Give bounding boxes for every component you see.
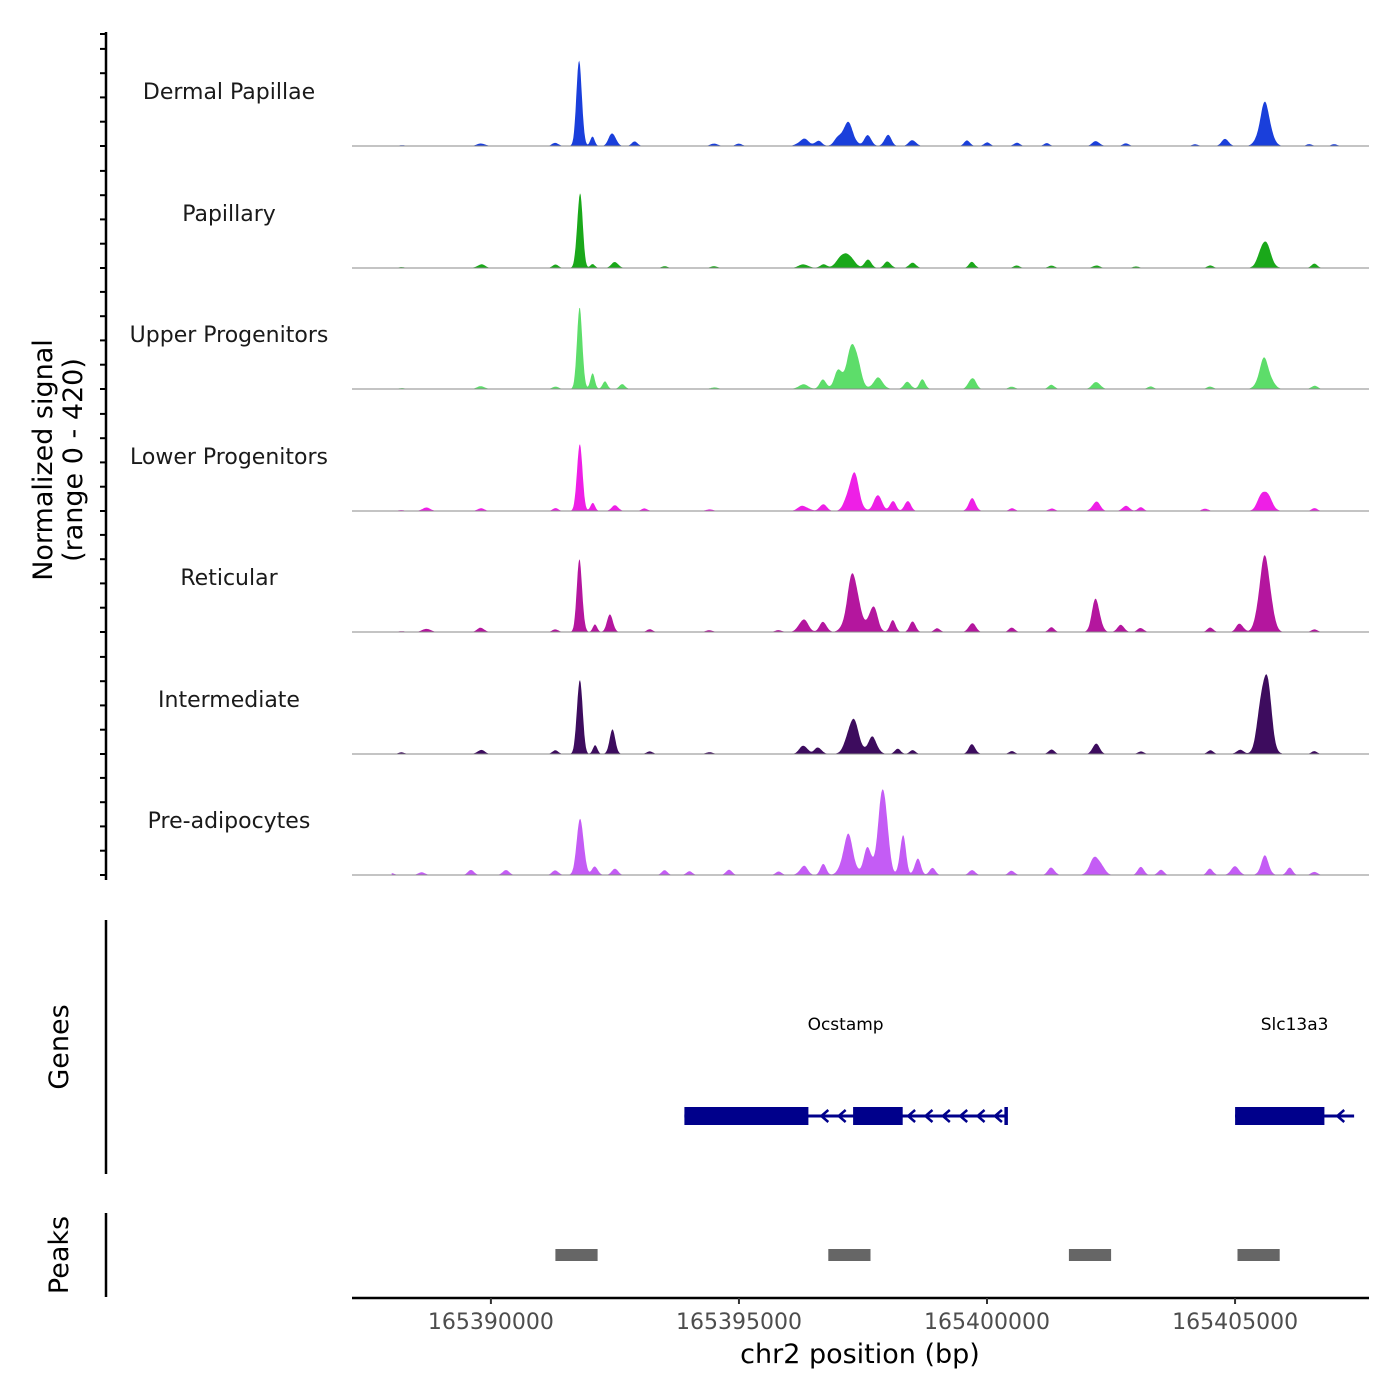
peak-region: [1237, 1249, 1280, 1261]
x-axis: 165390000 165395000 165400000 165405000: [352, 1296, 1369, 1335]
x-tick-label: 165405000: [1172, 1310, 1298, 1335]
strand-arrow: [836, 1109, 847, 1123]
x-tick-label: 165390000: [428, 1310, 554, 1335]
genes-panel: Genes Ocstamp Slc13a3: [44, 920, 1355, 1174]
track-intermediate: Intermediate: [158, 674, 1369, 755]
signal-area: [391, 60, 1355, 146]
peak-region: [1068, 1249, 1112, 1261]
track-dermal-papillae: Dermal Papillae: [143, 60, 1369, 147]
gene-slc13a3: Slc13a3: [1235, 1015, 1355, 1125]
track-label: Pre-adipocytes: [148, 809, 311, 834]
gene-ocstamp: Ocstamp: [684, 1015, 1008, 1125]
strand-arrow: [906, 1109, 916, 1123]
x-tick-label: 165400000: [924, 1310, 1050, 1335]
strand-arrow: [819, 1109, 830, 1123]
track-pre-adipocytes: Pre-adipocytes: [148, 789, 1369, 876]
signal-area: [391, 789, 1355, 875]
gene-name: Ocstamp: [808, 1015, 884, 1035]
peak-region: [828, 1249, 871, 1261]
signal-area: [391, 193, 1355, 268]
track-label: Lower Progenitors: [130, 445, 328, 470]
exon: [684, 1107, 809, 1125]
peak-region: [555, 1249, 598, 1261]
exon: [1235, 1107, 1325, 1125]
track-upper-progenitors: Upper Progenitors: [130, 307, 1369, 390]
track-label: Papillary: [182, 202, 276, 227]
y-axis-title: Normalized signal (range 0 - 420): [28, 339, 89, 581]
strand-arrow: [993, 1109, 1003, 1123]
track-reticular: Reticular: [180, 555, 1369, 633]
strand-arrow: [1335, 1109, 1346, 1123]
track-label: Dermal Papillae: [143, 80, 315, 105]
strand-arrow: [940, 1109, 951, 1123]
exon: [853, 1107, 903, 1125]
signal-area: [391, 555, 1355, 632]
signal-area: [391, 674, 1355, 754]
track-label: Upper Progenitors: [130, 323, 329, 348]
peaks-panel-label: Peaks: [44, 1216, 75, 1294]
strand-arrow: [923, 1109, 934, 1123]
coverage-tracks: Dermal Papillae Papillary Upper Progenitor…: [130, 60, 1369, 876]
peaks-panel: Peaks: [44, 1213, 1280, 1297]
peak-regions: [555, 1249, 1280, 1261]
x-axis-title: chr2 position (bp): [740, 1339, 980, 1370]
x-tick-label: 165395000: [676, 1310, 802, 1335]
gene-name: Slc13a3: [1261, 1015, 1329, 1035]
track-label: Intermediate: [158, 688, 300, 713]
coverage-axis: [100, 32, 108, 880]
y-axis-title-line2: (range 0 - 420): [58, 358, 89, 562]
genes-panel-label: Genes: [44, 1004, 75, 1089]
y-axis-title-line1: Normalized signal: [28, 339, 59, 581]
track-lower-progenitors: Lower Progenitors: [130, 444, 1369, 512]
gene-models: Ocstamp Slc13a3: [684, 1015, 1355, 1125]
strand-arrow: [958, 1109, 969, 1123]
track-label: Reticular: [180, 566, 278, 591]
strand-arrow: [975, 1109, 986, 1123]
signal-area: [391, 444, 1355, 511]
signal-area: [391, 307, 1355, 389]
exon: [1004, 1107, 1008, 1125]
track-papillary: Papillary: [182, 193, 1369, 269]
